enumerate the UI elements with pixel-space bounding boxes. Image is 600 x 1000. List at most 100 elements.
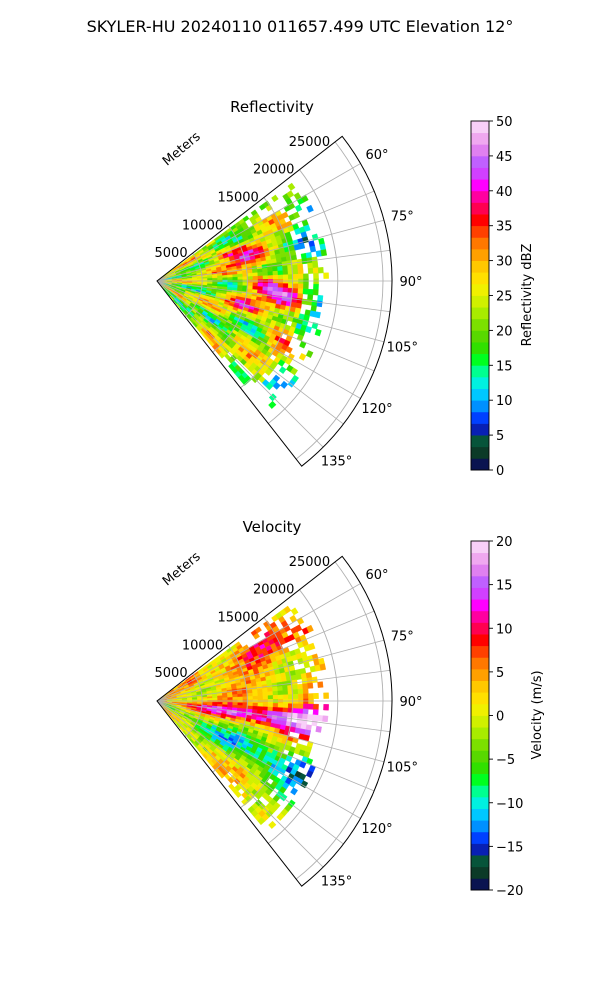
colorbar-segment <box>471 353 489 366</box>
azimuth-tick-label: 60° <box>365 568 388 583</box>
colorbar-segment <box>471 843 489 856</box>
range-ring <box>240 617 294 809</box>
colorbar-segment <box>471 132 489 145</box>
azimuth-gridlines <box>156 163 392 448</box>
azimuth-gridlines <box>156 583 392 868</box>
azimuth-tick-label: 105° <box>387 761 418 776</box>
colorbar-tick-label: 5 <box>496 429 504 444</box>
colorbar-segment <box>471 668 489 681</box>
colorbar-segment <box>471 423 489 436</box>
colorbar-segment <box>471 575 489 588</box>
colorbar-segment <box>471 330 489 343</box>
colorbar-segment <box>471 225 489 238</box>
velocity-panel: Velocity Meters 5000 10000 15000 20000 25000… <box>155 518 545 899</box>
colorbar-tick-label: 15 <box>496 359 513 374</box>
colorbar-segment <box>471 388 489 401</box>
colorbar-tick-label: 20 <box>496 324 513 339</box>
colorbar-segment <box>471 121 489 134</box>
velocity-colorbar: −20 −15 −10 −5 0 5 10 15 20 <box>470 535 523 899</box>
colorbar-segment <box>471 622 489 635</box>
reflectivity-colorbar-label: Reflectivity dBZ <box>520 244 535 347</box>
colorbar-segment <box>471 552 489 565</box>
colorbar-tick-label: −10 <box>496 797 523 812</box>
colorbar-segment <box>471 144 489 157</box>
range-tick-label: 20000 <box>253 583 294 598</box>
range-ring <box>295 141 384 460</box>
colorbar-segment <box>471 808 489 821</box>
reflectivity-polar-plot: 5000 10000 15000 20000 25000 60° 75° 90° 105° 120… <box>155 135 423 470</box>
colorbar-segment <box>471 155 489 168</box>
sector-frame <box>156 555 393 887</box>
colorbar-segment <box>471 587 489 600</box>
colorbar-segment <box>471 599 489 612</box>
colorbar-tick-label: 0 <box>496 464 504 479</box>
sector-frame <box>156 135 393 467</box>
colorbar-segment <box>471 785 489 798</box>
colorbar-segment <box>471 866 489 879</box>
colorbar-tick-label: −15 <box>496 840 523 855</box>
colorbar-tick-label: 45 <box>496 150 513 165</box>
azimuth-tick-label: 135° <box>321 875 352 890</box>
velocity-colorbar-label: Velocity (m/s) <box>530 670 545 759</box>
colorbar-segment <box>471 820 489 833</box>
range-ring <box>295 561 384 880</box>
colorbar-segment <box>471 283 489 296</box>
colorbar-tick-label: 10 <box>496 622 513 637</box>
range-tick-label: 15000 <box>217 191 258 206</box>
colorbar-segment <box>471 248 489 261</box>
colorbar-tick-label: 10 <box>496 394 513 409</box>
range-ring <box>240 197 294 389</box>
reflectivity-colorbar: 0 5 10 15 20 25 30 35 40 45 50 <box>470 115 513 479</box>
reflectivity-panel: Reflectivity Meters 5000 10000 15000 20000 2… <box>155 98 535 479</box>
colorbar-segment <box>471 318 489 331</box>
colorbar-segment <box>471 750 489 763</box>
colorbar-segment <box>471 831 489 844</box>
range-tick-label: 20000 <box>253 163 294 178</box>
colorbar-segment <box>471 738 489 751</box>
colorbar-tick-label: 50 <box>496 115 513 130</box>
colorbar-segment <box>471 365 489 378</box>
colorbar-tick-label: 5 <box>496 666 504 681</box>
colorbar-segment <box>471 190 489 203</box>
colorbar-segment <box>471 307 489 320</box>
colorbar-segment <box>471 541 489 554</box>
colorbar-segment <box>471 237 489 250</box>
colorbar-tick-label: 20 <box>496 535 513 550</box>
colorbar-segment <box>471 260 489 273</box>
velocity-polar-plot: 5000 10000 15000 20000 25000 60° 75° 90° 105° 120… <box>155 555 423 890</box>
range-ring <box>212 225 248 353</box>
range-tick-label: 10000 <box>182 218 223 233</box>
colorbar-segment <box>471 855 489 868</box>
colorbar-segment <box>471 727 489 740</box>
colorbar-tick-label: 40 <box>496 185 513 200</box>
azimuth-tick-label: 60° <box>365 148 388 163</box>
velocity-title: Velocity <box>243 518 302 536</box>
colorbar-segment <box>471 610 489 623</box>
range-tick-label: 10000 <box>182 638 223 653</box>
colorbar-segment <box>471 634 489 647</box>
azimuth-tick-label: 90° <box>399 695 422 710</box>
range-tick-label: 15000 <box>217 611 258 626</box>
colorbar-segment <box>471 272 489 285</box>
colorbar-tick-label: −20 <box>496 884 523 899</box>
range-tick-label: 5000 <box>155 666 188 681</box>
azimuth-tick-label: 75° <box>391 209 414 224</box>
colorbar-tick-label: 0 <box>496 710 504 725</box>
colorbar-tick-label: 30 <box>496 255 513 270</box>
colorbar-tick-label: 15 <box>496 579 513 594</box>
colorbar-segment <box>471 703 489 716</box>
azimuth-tick-label: 120° <box>361 402 392 417</box>
colorbar-segment <box>471 715 489 728</box>
range-ring <box>268 589 339 844</box>
colorbar-segment <box>471 411 489 424</box>
reflectivity-title: Reflectivity <box>230 98 314 116</box>
range-tick-label: 25000 <box>289 135 330 150</box>
range-ring <box>212 645 248 773</box>
figure-suptitle: SKYLER-HU 20240110 011657.499 UTC Elevat… <box>87 17 514 36</box>
colorbar-tick-label: 25 <box>496 290 513 305</box>
colorbar-segment <box>471 295 489 308</box>
colorbar-segment <box>471 645 489 658</box>
colorbar-tick-label: 35 <box>496 220 513 235</box>
colorbar-segment <box>471 458 489 471</box>
